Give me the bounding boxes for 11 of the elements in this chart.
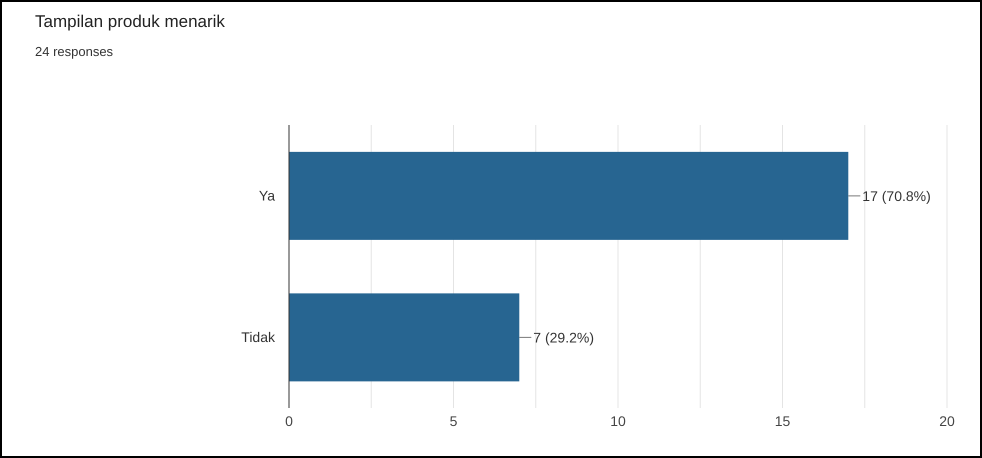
x-tick-label: 20 bbox=[939, 412, 955, 429]
data-label: 17 (70.8%) bbox=[862, 188, 931, 204]
y-tick-label: Tidak bbox=[241, 329, 276, 346]
text: 24 responses bbox=[35, 44, 114, 59]
x-tick-label: 5 bbox=[450, 412, 458, 429]
x-tick-label: 0 bbox=[285, 412, 294, 429]
x-tick-label: 10 bbox=[610, 412, 626, 429]
y-tick-label: Ya bbox=[258, 188, 276, 204]
data-label: 7 (29.2%) bbox=[533, 329, 594, 346]
x-tick-label: 15 bbox=[774, 412, 790, 429]
text: Tampilan produk menarik bbox=[35, 12, 225, 32]
